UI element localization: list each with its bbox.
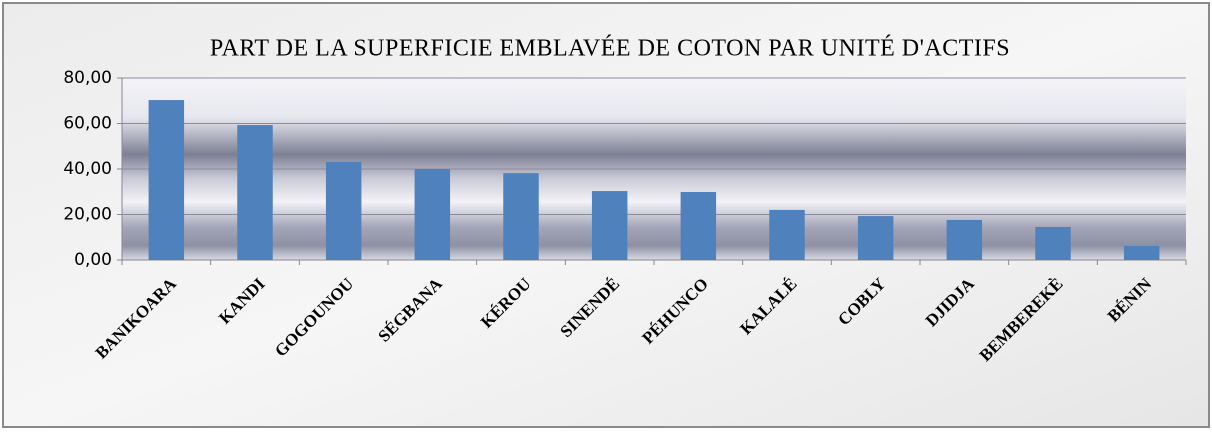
y-tick-label: 20,00 <box>63 205 112 225</box>
bar <box>1035 227 1071 260</box>
bar <box>680 191 717 260</box>
bar <box>148 100 185 260</box>
y-tick-label: 60,00 <box>63 114 112 134</box>
y-tick-label: 0,00 <box>74 250 112 270</box>
bar <box>503 173 539 260</box>
bar <box>414 169 451 260</box>
bar <box>1123 245 1160 260</box>
bar <box>591 191 628 260</box>
bar <box>769 209 805 260</box>
bar <box>237 125 273 260</box>
chart-title: PART DE LA SUPERFICIE EMBLAVÉE DE COTON … <box>210 36 1010 62</box>
bar <box>946 219 983 260</box>
y-tick-label: 80,00 <box>63 68 112 88</box>
bar <box>325 161 362 260</box>
bar <box>857 216 894 260</box>
y-tick-label: 40,00 <box>63 159 112 179</box>
